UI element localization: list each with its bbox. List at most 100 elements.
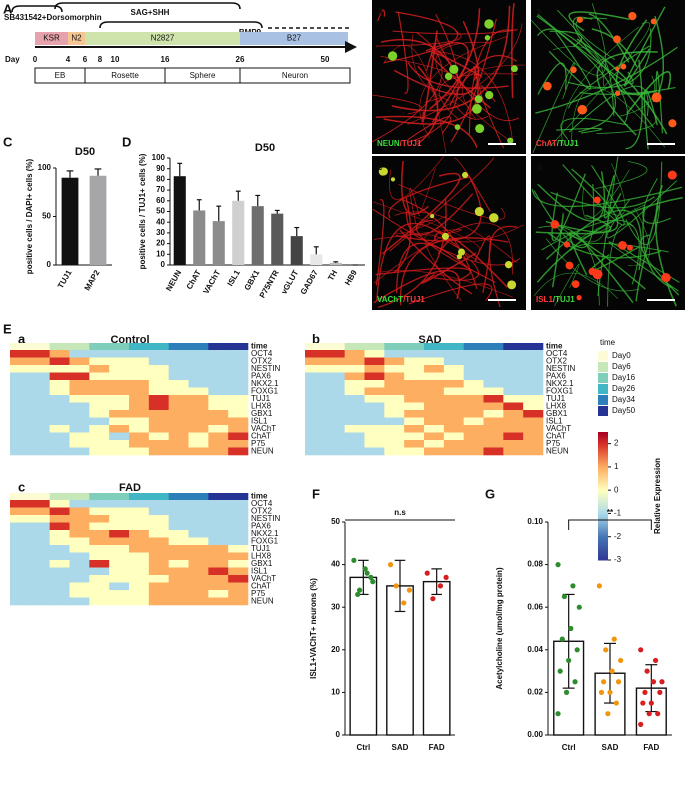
colorbar-slice xyxy=(598,508,608,511)
cell-body xyxy=(454,124,461,130)
heatmap-cell xyxy=(69,582,90,591)
heatmap-cell xyxy=(208,515,229,523)
cell-body xyxy=(627,244,633,251)
heatmap-cell xyxy=(29,537,50,546)
heatmap-cell xyxy=(129,560,150,568)
heatmap-cell xyxy=(129,357,150,366)
medium-label: KSR xyxy=(43,34,60,43)
cell-body xyxy=(441,232,449,240)
heatmap-cell xyxy=(324,380,345,388)
heatmap-cell xyxy=(443,447,464,456)
x-tick-label: NEUN xyxy=(164,268,183,292)
heatmap-cell xyxy=(364,357,385,366)
x-tick-label: MAP2 xyxy=(83,268,102,292)
data-point xyxy=(437,583,444,589)
time-cell xyxy=(344,343,365,350)
heatmap-cell xyxy=(503,402,524,411)
heatmap-cell xyxy=(188,507,209,516)
heatmap-cell xyxy=(404,372,425,381)
row-label: OCT4 xyxy=(546,349,568,358)
heatmap-cell xyxy=(483,447,504,456)
colorbar-slice xyxy=(598,530,608,533)
heatmap-cell xyxy=(228,440,249,448)
neurite xyxy=(532,62,575,154)
neurite xyxy=(375,199,385,286)
heatmap-cell xyxy=(523,447,544,456)
heatmap-cell xyxy=(129,590,150,598)
heatmap-cell xyxy=(228,417,249,426)
data-point xyxy=(443,574,449,580)
heatmap-cell xyxy=(129,567,150,576)
heatmap-cell xyxy=(148,425,169,433)
x-tick-label: SAD xyxy=(602,743,619,752)
colorbar-slice xyxy=(598,492,608,495)
neurite xyxy=(397,11,409,94)
data-point xyxy=(601,679,607,685)
heatmap-cell xyxy=(188,560,209,568)
heatmap-cell xyxy=(305,357,326,366)
colorbar-slice xyxy=(598,506,608,509)
heatmap-cell xyxy=(89,590,110,598)
cell-body xyxy=(457,248,466,256)
colorbar-slice xyxy=(598,432,608,435)
heatmap-cell xyxy=(424,410,445,418)
heatmap-cell xyxy=(208,507,229,516)
heatmap-cell xyxy=(168,575,189,583)
time-cell xyxy=(49,343,70,350)
heatmap-cell xyxy=(109,402,130,411)
heatmap-cell xyxy=(10,582,31,591)
label-part: NEUN xyxy=(377,139,400,148)
heatmap-cell xyxy=(305,402,326,411)
heatmap-cell xyxy=(228,357,249,366)
cell-body xyxy=(430,214,435,219)
neurite xyxy=(449,54,518,107)
heatmap-cell xyxy=(188,402,209,411)
heatmap-cell xyxy=(503,365,524,373)
heatmap-cell xyxy=(208,530,229,538)
neurite xyxy=(606,180,678,239)
data-point xyxy=(566,657,572,664)
cell-body xyxy=(507,280,517,290)
neurite xyxy=(388,176,470,219)
heatmap-cell xyxy=(49,582,70,591)
heatmap-cell xyxy=(208,522,229,531)
heatmap-cell xyxy=(69,552,90,561)
heatmap-cell xyxy=(10,552,31,561)
heatmap-cell xyxy=(148,440,169,448)
heatmap-cell xyxy=(89,515,110,523)
neurite xyxy=(391,5,511,112)
heatmap-cell xyxy=(10,567,31,576)
heatmap-cell xyxy=(129,515,150,523)
annotation: n.s xyxy=(394,508,406,517)
heatmap-cell xyxy=(384,380,405,388)
time-cell xyxy=(109,493,130,500)
row-label: ISL1 xyxy=(546,416,563,425)
bar xyxy=(422,580,451,736)
heatmap-cell xyxy=(29,500,50,508)
heatmap-cell xyxy=(49,545,70,553)
cell-body xyxy=(489,213,499,223)
heatmap-cell xyxy=(49,425,70,433)
heatmap-cell xyxy=(364,447,385,456)
heatmap-cell xyxy=(344,447,365,456)
heatmap-cell xyxy=(29,522,50,531)
cell-body xyxy=(661,272,671,283)
heatmap-cell xyxy=(89,395,110,403)
heatmap-cell xyxy=(168,372,189,381)
heatmap-cell xyxy=(89,417,110,426)
legend-label: Day16 xyxy=(612,373,636,382)
colorbar-slice xyxy=(598,466,608,469)
heatmap-cell xyxy=(463,440,484,448)
heatmap-cell xyxy=(89,567,110,576)
heatmap-cell xyxy=(424,387,445,396)
heatmap-cell xyxy=(384,350,405,358)
heatmap-cell xyxy=(109,590,130,598)
y-axis-label: Acetylcholine (umol/mg protein) xyxy=(495,567,504,690)
heatmap-cell xyxy=(49,365,70,373)
heatmap-title: SAD xyxy=(418,334,441,346)
time-cell xyxy=(208,343,229,350)
annotation-bracket xyxy=(568,519,652,530)
cell-body xyxy=(542,81,552,91)
heatmap-cell xyxy=(324,417,345,426)
